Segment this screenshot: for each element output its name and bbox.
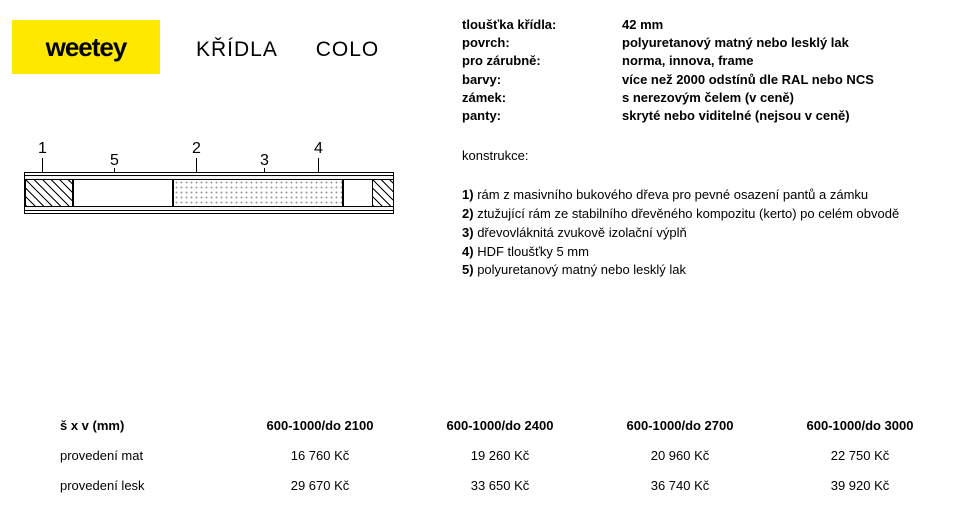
price-table: š x v (mm) 600-1000/do 2100 600-1000/do …	[60, 418, 950, 508]
table-col: 600-1000/do 2100	[230, 418, 410, 433]
spec-row: zámek:s nerezovým čelem (v ceně)	[462, 89, 874, 107]
construction-item: 1) rám z masivního bukového dřeva pro pe…	[462, 186, 899, 205]
row-label: provedení lesk	[60, 478, 230, 493]
construction-item: 5) polyuretanový matný nebo lesklý lak	[462, 261, 899, 280]
price-cell: 16 760 Kč	[230, 448, 410, 463]
spec-row: panty:skryté nebo viditelné (nejsou v ce…	[462, 107, 874, 125]
price-cell: 36 740 Kč	[590, 478, 770, 493]
price-cell: 19 260 Kč	[410, 448, 590, 463]
construction-list: 1) rám z masivního bukového dřeva pro pe…	[462, 186, 899, 280]
cross-section	[24, 172, 394, 214]
spec-row: tloušťka křídla:42 mm	[462, 16, 874, 34]
price-cell: 29 670 Kč	[230, 478, 410, 493]
table-col: 600-1000/do 3000	[770, 418, 950, 433]
table-row: provedení lesk 29 670 Kč 33 650 Kč 36 74…	[60, 478, 950, 508]
diagram-number: 4	[314, 140, 323, 158]
table-header-label: š x v (mm)	[60, 418, 230, 433]
table-header: š x v (mm) 600-1000/do 2100 600-1000/do …	[60, 418, 950, 448]
row-label: provedení mat	[60, 448, 230, 463]
cross-section-diagram: 1 5 2 3 4	[24, 140, 394, 214]
header-labels: KŘÍDLA COLO	[196, 38, 411, 62]
construction-label: konstrukce:	[462, 148, 528, 163]
logo-text: weetey	[46, 32, 127, 63]
spec-block: tloušťka křídla:42 mm povrch:polyuretano…	[462, 16, 874, 125]
diagram-number: 1	[38, 140, 47, 158]
table-col: 600-1000/do 2400	[410, 418, 590, 433]
diagram-numbers: 1 5 2 3 4	[24, 140, 394, 172]
construction-item: 2) ztužující rám ze stabilního dřevěného…	[462, 205, 899, 224]
spec-row: pro zárubně:norma, innova, frame	[462, 52, 874, 70]
table-row: provedení mat 16 760 Kč 19 260 Kč 20 960…	[60, 448, 950, 478]
price-cell: 22 750 Kč	[770, 448, 950, 463]
construction-item: 4) HDF tloušťky 5 mm	[462, 243, 899, 262]
spec-row: povrch:polyuretanový matný nebo lesklý l…	[462, 34, 874, 52]
price-cell: 33 650 Kč	[410, 478, 590, 493]
construction-item: 3) dřevovláknitá zvukově izolační výplň	[462, 224, 899, 243]
price-cell: 20 960 Kč	[590, 448, 770, 463]
table-col: 600-1000/do 2700	[590, 418, 770, 433]
spec-row: barvy:více než 2000 odstínů dle RAL nebo…	[462, 71, 874, 89]
header-colo: COLO	[316, 38, 380, 61]
price-cell: 39 920 Kč	[770, 478, 950, 493]
diagram-number: 2	[192, 140, 201, 158]
brand-logo: weetey	[12, 20, 160, 74]
header-kridla: KŘÍDLA	[196, 38, 278, 61]
